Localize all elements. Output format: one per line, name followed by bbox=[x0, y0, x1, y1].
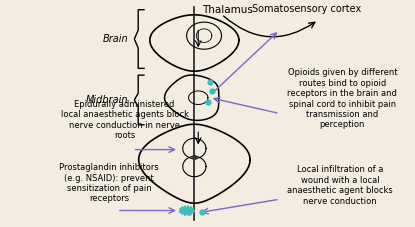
Text: Epidurally administered
local anaesthetic agents block
nerve conduction in nerve: Epidurally administered local anaestheti… bbox=[61, 100, 189, 140]
Text: Midbrain: Midbrain bbox=[86, 95, 129, 105]
Text: Thalamus: Thalamus bbox=[202, 5, 253, 15]
Text: Somatosensory cortex: Somatosensory cortex bbox=[252, 4, 362, 14]
Text: Prostaglandin inhibitors
(e.g. NSAID): prevent
sensitization of pain
receptors: Prostaglandin inhibitors (e.g. NSAID): p… bbox=[59, 163, 159, 203]
Text: Brain: Brain bbox=[103, 34, 129, 44]
Text: Local infiltration of a
wound with a local
anaesthetic agent blocks
nerve conduc: Local infiltration of a wound with a loc… bbox=[287, 165, 393, 206]
Text: Opioids given by different
routes bind to opioid
receptors in the brain and
spin: Opioids given by different routes bind t… bbox=[287, 68, 397, 129]
